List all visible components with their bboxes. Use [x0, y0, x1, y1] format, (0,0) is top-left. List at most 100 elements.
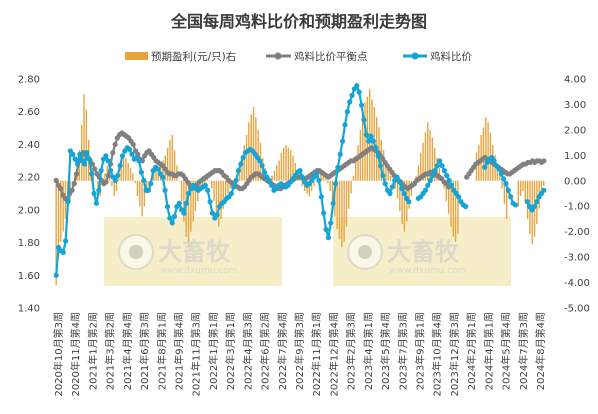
y-left-tick-label: 2.20 [18, 173, 40, 184]
watermark-logo-dot [358, 245, 372, 259]
profit-bar [139, 180, 141, 207]
profit-bar [252, 106, 255, 181]
x-tick-label: 2023年7月第3周 [396, 312, 409, 390]
ratio-line-point [382, 181, 388, 187]
profit-bar [187, 180, 190, 242]
ratio-line-point [399, 185, 405, 192]
profit-bar [290, 150, 292, 181]
ratio-line-point [103, 153, 109, 159]
ratio-line-point [377, 163, 384, 169]
ratio-line-point [126, 146, 133, 152]
ratio-line-point [183, 200, 189, 206]
ratio-line-point [89, 171, 95, 177]
balance-line-point [69, 187, 75, 193]
profit-bar [324, 178, 327, 181]
profit-bar [496, 165, 499, 181]
y-left-tick-label: 2.40 [18, 140, 40, 151]
profit-bar [385, 160, 387, 181]
ratio-line-point [209, 210, 216, 216]
profit-bar [162, 160, 164, 181]
profit-bar [224, 180, 227, 202]
ratio-line-point [316, 177, 322, 184]
x-tick-label: 2022年11月第1周 [310, 312, 323, 397]
ratio-line-point [401, 190, 407, 197]
y-right-tick-label: 2.00 [564, 125, 586, 136]
ratio-line-point [444, 172, 450, 179]
ratio-line-point [361, 117, 367, 123]
ratio-line-point [541, 187, 547, 193]
x-tick-label: 2022年12月第4周 [327, 312, 340, 397]
profit-bar [180, 180, 183, 202]
profit-bar [120, 162, 122, 181]
profit-bar [301, 180, 304, 186]
ratio-line-point [141, 177, 147, 184]
ratio-line-point [98, 168, 104, 174]
profit-bar [401, 180, 403, 225]
profit-bar [222, 180, 225, 209]
profit-bar [320, 170, 322, 181]
profit-bar [417, 165, 420, 181]
ratio-line-point [321, 210, 327, 216]
profit-bar [352, 175, 355, 181]
x-tick-label: 2023年5月第4周 [379, 312, 392, 390]
legend-label-balance: 鸡料比价平衡点 [294, 50, 368, 63]
ratio-line-point [186, 190, 192, 197]
profit-bar [341, 180, 343, 247]
ratio-line-point [432, 168, 438, 174]
watermark-brand: 大畜牧 [387, 238, 460, 266]
profit-bar [141, 180, 143, 217]
profit-bar [396, 180, 399, 199]
ratio-line-point [368, 133, 374, 139]
profit-bar [287, 147, 290, 181]
profit-bar [422, 142, 424, 181]
profit-bar [522, 180, 524, 191]
ratio-line-point [325, 235, 332, 241]
profit-bar [452, 180, 454, 237]
profit-bar [178, 180, 180, 182]
profit-bar [57, 180, 60, 258]
ratio-line-point [524, 199, 530, 205]
y-axis-left: 1.40 1.60 1.80 2.00 2.20 2.40 2.60 2.80 [18, 75, 40, 315]
profit-bar [143, 180, 146, 207]
profit-bar [315, 180, 317, 182]
profit-bar [215, 180, 218, 217]
profit-bar [155, 170, 157, 181]
legend-label-profit: 预期盈利(元/只)右 [151, 50, 236, 63]
profit-bar [136, 180, 139, 197]
ratio-line-point [266, 177, 272, 184]
ratio-line-point [330, 200, 336, 206]
ratio-line-point [181, 210, 187, 216]
profit-bar [62, 180, 64, 232]
legend-swatch-profit [125, 52, 148, 60]
balance-line-point [73, 171, 80, 177]
y-left-tick-label: 2.80 [18, 75, 40, 86]
profit-bar [283, 147, 285, 181]
x-tick-label: 2020年11月第4周 [69, 312, 82, 397]
profit-bar [104, 173, 106, 181]
ratio-line-point [86, 156, 92, 162]
ratio-line-point [342, 122, 348, 128]
profit-bar [519, 180, 522, 197]
profit-bar [278, 160, 280, 181]
ratio-line-point [240, 154, 246, 161]
ratio-line-point [148, 181, 154, 187]
ratio-line-point [74, 161, 81, 167]
ratio-line-point [441, 168, 447, 174]
ratio-line-point [214, 212, 220, 218]
ratio-line-point [356, 89, 362, 95]
ratio-line-point [164, 203, 171, 210]
ratio-line-point [387, 190, 393, 197]
watermark: 大畜牧 www.dxumu.com 大畜牧 www.dxumu.com [104, 217, 511, 286]
ratio-line-point [268, 182, 275, 188]
legend-marker-ratio [411, 52, 419, 60]
profit-bar [299, 178, 301, 181]
ratio-line-point [337, 151, 343, 157]
ratio-line-point [261, 169, 268, 175]
x-tick-label: 2021年3月第2周 [104, 312, 117, 390]
x-tick-label: 2022年4月第3周 [241, 312, 254, 390]
ratio-line-point [207, 199, 213, 205]
profit-bar [227, 180, 229, 194]
profit-bar [499, 175, 501, 181]
ratio-line-point [534, 199, 540, 205]
ratio-line-point [505, 187, 511, 193]
